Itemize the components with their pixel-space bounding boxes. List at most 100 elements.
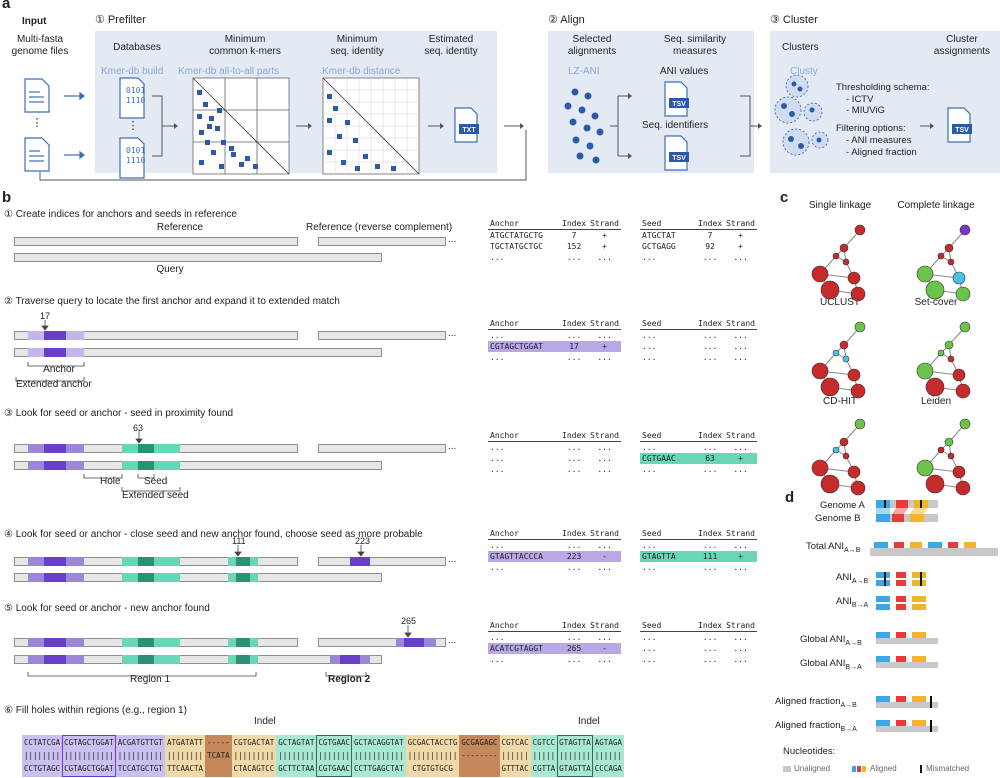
th-index: Index	[562, 319, 587, 328]
th-anchor: Anchor	[490, 319, 519, 328]
cluster-node	[850, 286, 866, 302]
ani-ba-label: ANIB→A	[836, 596, 868, 612]
pos-63-label: 63	[133, 423, 144, 433]
single-linkage-label: Single linkage	[808, 200, 872, 211]
th-anchor: Anchor	[490, 621, 519, 630]
t4-a-r1-idx: ...	[566, 541, 582, 550]
t4-s-r1-str: ...	[733, 541, 748, 550]
cluster-node	[842, 452, 850, 460]
anchor-label: Anchor	[43, 364, 75, 375]
lzani-network	[564, 88, 604, 164]
cluster-node	[955, 383, 971, 399]
min-ident-label: Minimum seq. identity	[330, 34, 384, 57]
th-strand: Strand	[590, 319, 619, 328]
cluster-node	[947, 452, 955, 460]
genome-a-label: Genome A	[820, 500, 865, 511]
th-anchor: Anchor	[490, 219, 519, 228]
t4-a-r1-seq: ...	[490, 541, 505, 550]
th-strand: Strand	[590, 529, 619, 538]
t5-s-r3-str: ...	[733, 655, 748, 664]
t5-a-r2-idx: 265	[566, 644, 582, 653]
th-index: Index	[562, 529, 587, 538]
panel-label-b: b	[2, 189, 12, 206]
cluster-node	[854, 224, 866, 236]
t2-s-r3-idx: ...	[702, 353, 718, 362]
step-b5-text: ⑤ Look for seed or anchor - new anchor f…	[4, 603, 210, 614]
cluster-node	[842, 355, 850, 363]
table-4-anchor: Anchor Index Strand ......... GTAGTTACCCA 2…	[488, 528, 621, 573]
t2-a-r1-idx: ...	[566, 331, 582, 340]
alignment-seq-bot: CCTGTAGC	[24, 764, 61, 773]
svg-text:1110: 1110	[126, 156, 145, 165]
cluster-node	[944, 243, 954, 253]
th-index: Index	[698, 431, 723, 440]
total-ani-sub: A↔B	[844, 546, 861, 554]
t5-s-r2-str: ...	[733, 644, 748, 653]
pos-223-label: 223	[355, 536, 371, 546]
t3-a-r1-seq: ...	[490, 443, 505, 452]
s5-dots: ...	[448, 635, 457, 646]
t2-a-r2-str: +	[602, 342, 607, 351]
database-icons	[119, 77, 145, 179]
legend-aligned-swatch-blue	[852, 766, 856, 772]
s2-query-anchor	[44, 348, 66, 357]
t3-a-r1-str: ...	[597, 443, 612, 452]
leiden-label: Leiden	[920, 396, 952, 407]
cluster-node	[925, 474, 945, 494]
alignment-seq-bot: CCTTGAGCTAT	[354, 764, 404, 773]
svg-text:TXT: TXT	[462, 127, 476, 134]
global-ani-ba-sub: B→A	[845, 663, 862, 671]
cluster-node	[959, 321, 971, 333]
s2-dots: ...	[448, 328, 457, 339]
reference-bar	[14, 237, 298, 246]
reference-label: Reference	[156, 222, 204, 233]
cluster-node	[820, 474, 840, 494]
region1-label: Region 1	[129, 674, 171, 685]
t2-s-r2-seq: ...	[642, 342, 657, 351]
s4-query-seed	[138, 573, 154, 582]
t3-a-r3-idx: ...	[566, 465, 582, 474]
svg-text:⋮: ⋮	[128, 120, 139, 132]
cluster-node	[832, 252, 840, 260]
query-label: Query	[156, 264, 184, 275]
ani-diagrams	[870, 500, 998, 732]
table-5-seed: Seed Index Strand ......... ......... ....…	[640, 620, 757, 665]
cluster-node	[937, 252, 945, 260]
t2-s-r3-seq: ...	[642, 353, 657, 362]
cluster-node	[952, 368, 966, 382]
alignment-seq-top: CGTCC	[532, 738, 556, 747]
alignment-seq-mid: |||||	[532, 751, 556, 760]
pos-17-label: 17	[40, 311, 51, 321]
t2-a-r3-seq: ...	[490, 353, 505, 362]
t4-s-r3-seq: ...	[642, 563, 657, 572]
t5-a-r1-seq: ...	[490, 633, 505, 642]
alignment-seq-mid: ||||||	[501, 751, 529, 760]
query-bar	[14, 253, 382, 262]
alignment-seq-mid: |||||||||||	[407, 751, 458, 760]
t5-a-r3-idx: ...	[566, 655, 582, 664]
alignment-seq-bot: CCCAGA	[594, 764, 622, 773]
alignment-seq-mid: ||||||||	[278, 751, 315, 760]
svg-text:TSV: TSV	[672, 155, 686, 162]
global-ani-ab-sub: A→B	[845, 639, 862, 647]
alignment-seq-top: -----	[207, 738, 230, 747]
t4-a-r3-seq: ...	[490, 563, 505, 572]
s5-query-seed2	[236, 655, 250, 664]
t1-s-r3-str: ...	[733, 253, 748, 262]
alignment-seq-bot: TTCAACTA	[166, 764, 204, 773]
t1-s-r2-idx: 92	[705, 242, 715, 251]
s2-reference-rc-bar	[318, 331, 446, 340]
alignment-seq-top: GCTAGTAT	[278, 738, 315, 747]
t3-s-r1-seq: ...	[642, 443, 657, 452]
t1-s-r3-idx: ...	[702, 253, 718, 262]
t1-s-r3-seq: ...	[642, 253, 657, 262]
cluster-node	[850, 383, 866, 399]
t2-a-r1-str: ...	[597, 331, 612, 340]
s4-ref-anchor	[44, 557, 66, 566]
t5-a-r2-str: -	[602, 644, 607, 653]
alignment-seq-top: CGTAGCTGGAT	[64, 738, 114, 747]
filtering-label: Filtering options:	[836, 123, 906, 134]
s5-query-anchor	[44, 655, 66, 664]
th-seed: Seed	[642, 219, 662, 228]
cluster-node	[842, 258, 850, 266]
